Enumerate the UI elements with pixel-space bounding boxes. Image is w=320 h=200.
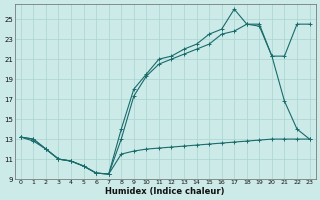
X-axis label: Humidex (Indice chaleur): Humidex (Indice chaleur)	[106, 187, 225, 196]
